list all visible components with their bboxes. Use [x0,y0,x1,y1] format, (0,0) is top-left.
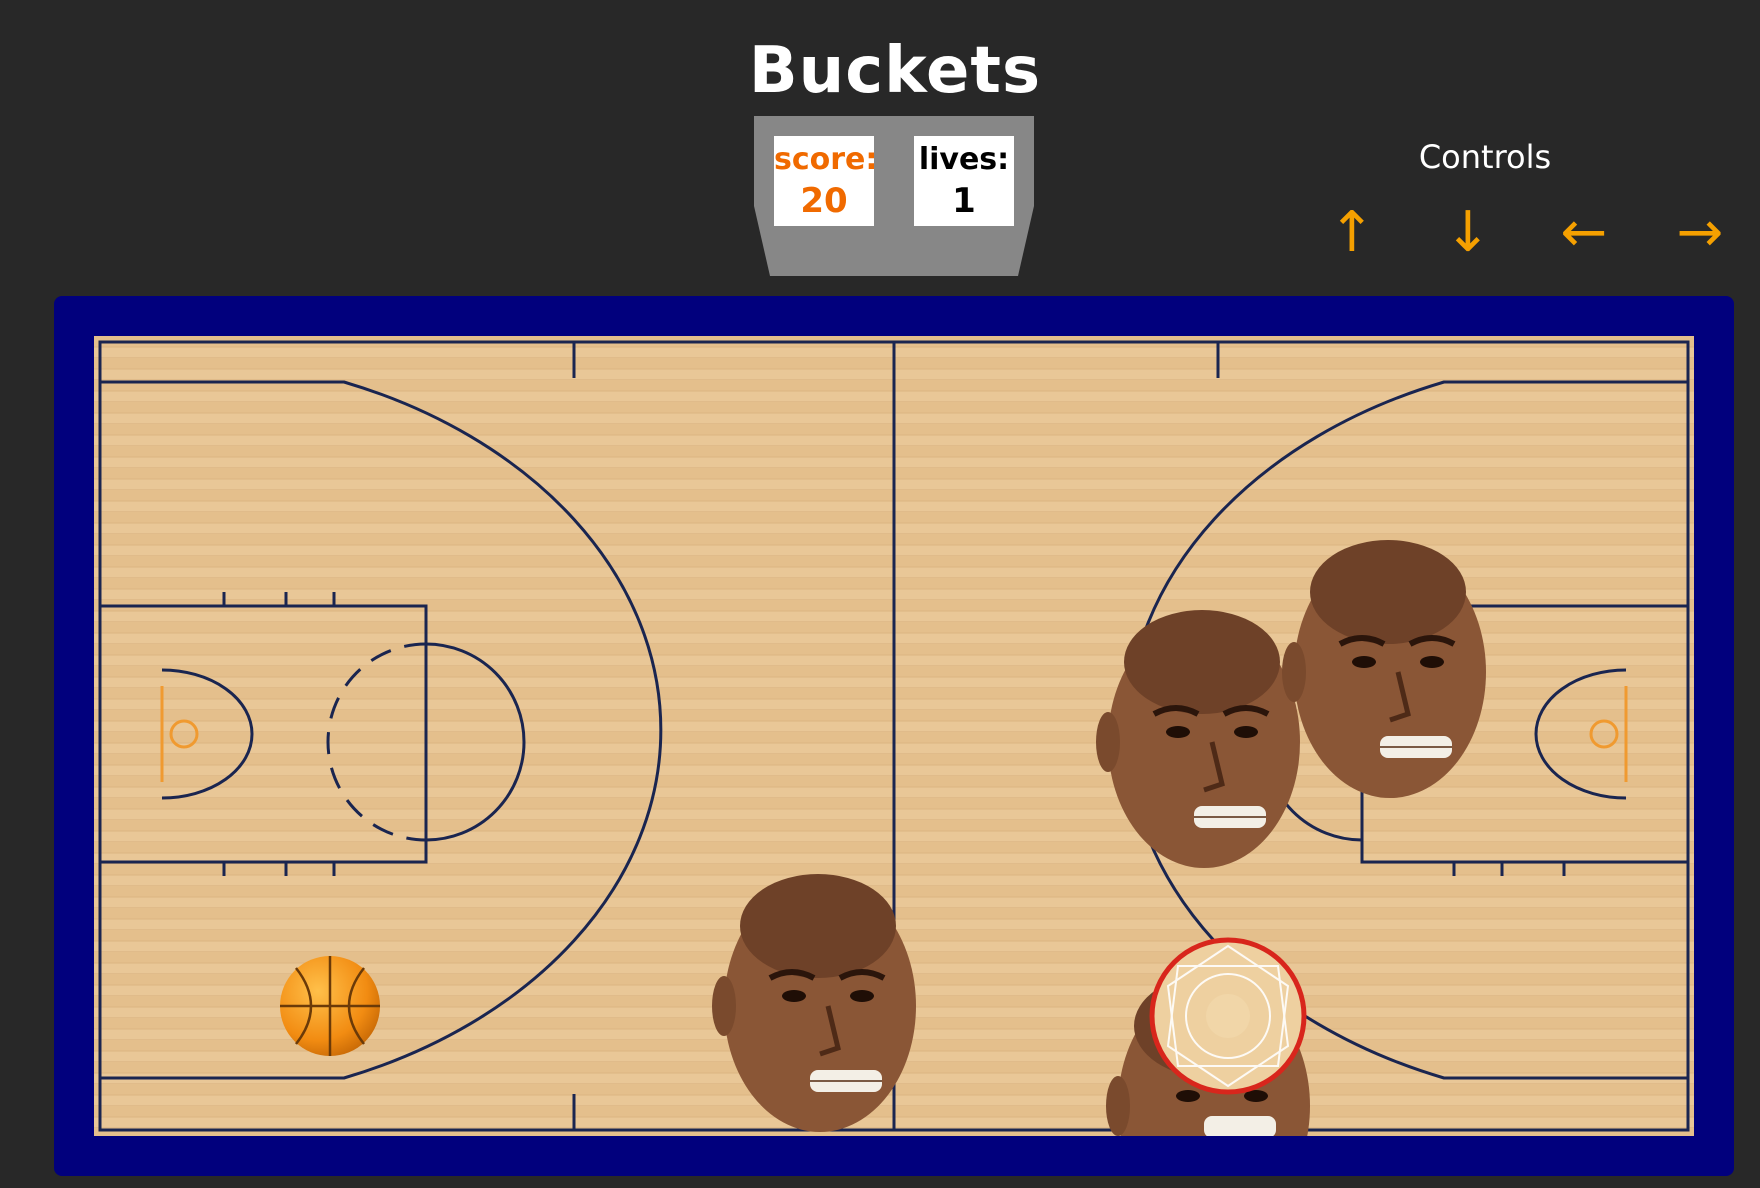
arrow-down-button[interactable]: ↓ [1444,200,1492,265]
score-display: score: 20 [774,136,878,226]
defender-head-icon [712,874,916,1132]
arrow-up-button[interactable]: ↑ [1328,200,1376,265]
arrow-left-button[interactable]: ← [1560,200,1608,265]
scoreboard: score: 20 lives: 1 [754,116,1034,276]
defender-head-icon [1282,540,1486,798]
lives-value: 1 [952,181,976,221]
game-court[interactable] [94,336,1694,1136]
basketball-icon[interactable] [278,954,382,1058]
score-label: score: [774,142,878,177]
defender-head-icon [1096,610,1300,868]
hoop-icon[interactable] [1148,936,1308,1096]
game-title: Buckets [748,34,1042,108]
arrow-right-button[interactable]: → [1676,200,1724,265]
controls-title: Controls [1418,138,1552,176]
lives-display: lives: 1 [914,136,1014,226]
score-value: 20 [800,181,848,221]
lives-label: lives: [918,142,1010,177]
